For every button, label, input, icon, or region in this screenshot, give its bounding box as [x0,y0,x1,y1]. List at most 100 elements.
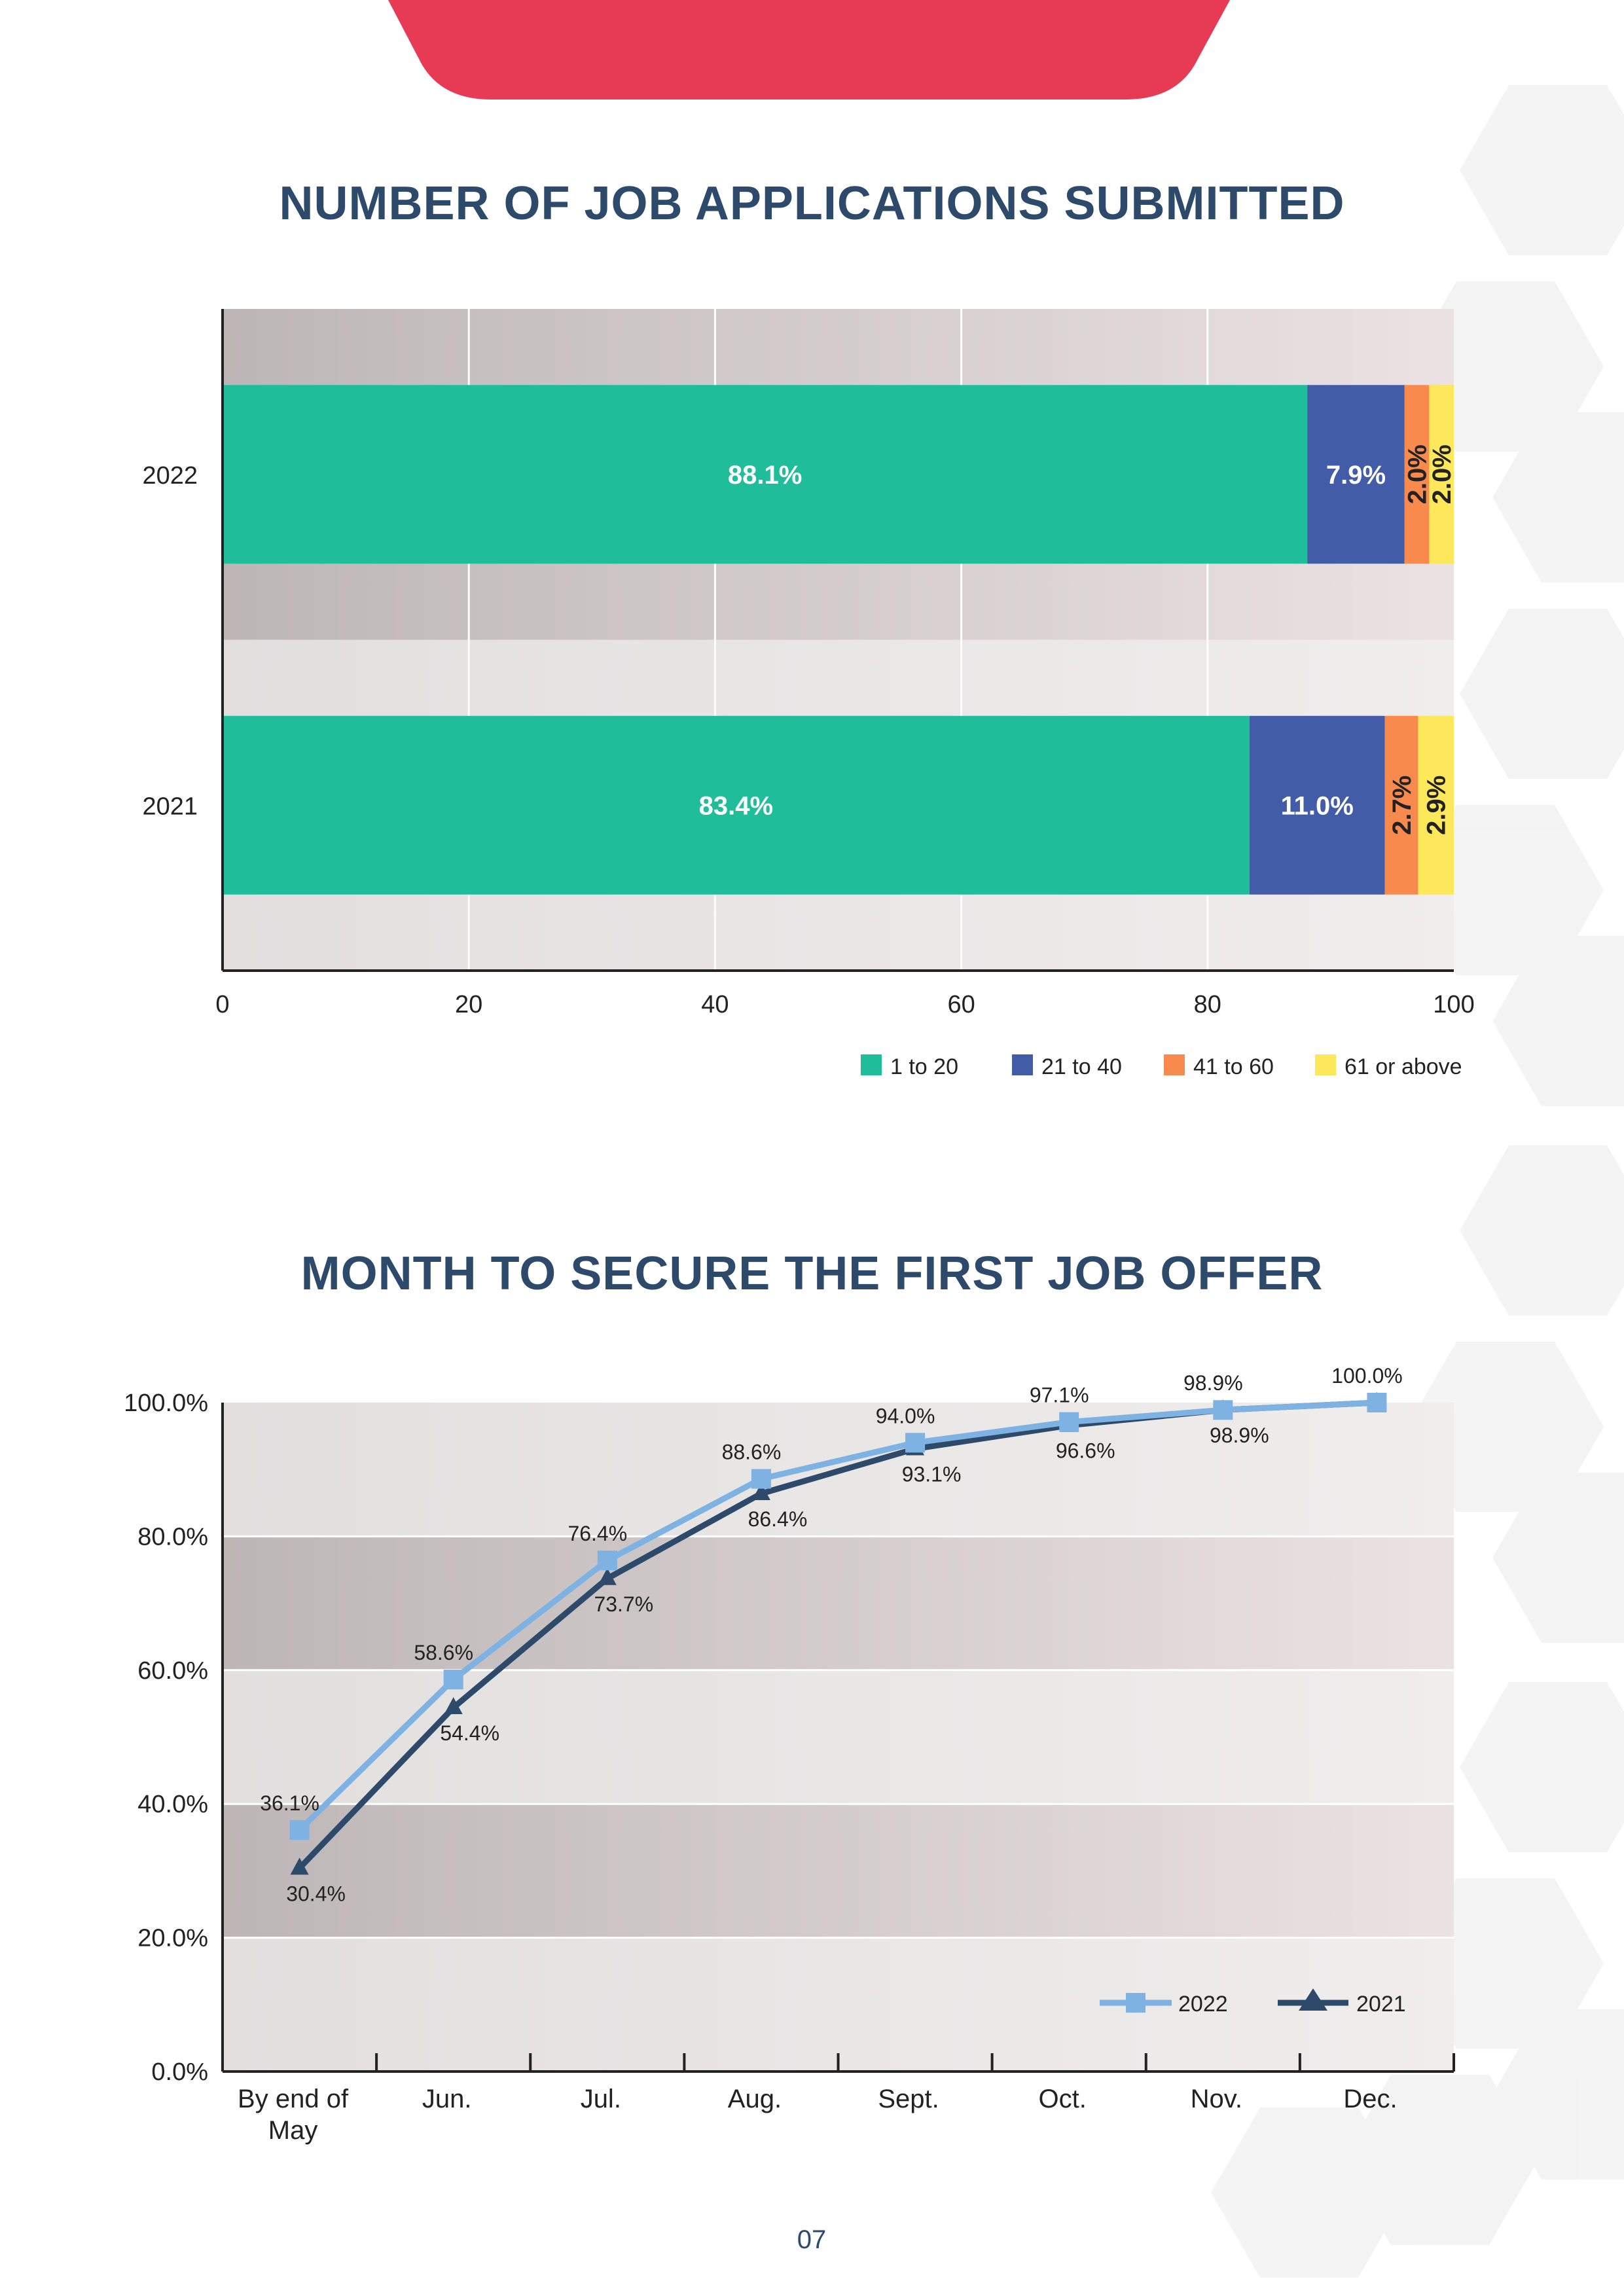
data-point-2021 [444,1697,463,1715]
bar-segment-2021-3 [1418,715,1454,895]
x-axis-tick-label: Sept. [878,2085,939,2113]
bar-segment-2022-2 [1404,385,1430,564]
bar-data-label: 88.1% [728,461,802,490]
data-label-2021: 54.4% [440,1721,499,1745]
bar-data-label: 11.0% [1281,791,1354,820]
data-label-2021: 96.6% [1056,1439,1115,1463]
value-band [223,1804,1454,1938]
data-label-2022: 94.0% [876,1404,935,1427]
hexagon-shape [1342,2075,1538,2245]
x-axis-tick-label: Jul. [581,2085,621,2113]
hexagon-shape [1492,1473,1624,1643]
bar-segment-2022-0 [223,385,1308,564]
x-axis-tick-label: Oct. [1039,2085,1087,2113]
y-axis-tick-label: 60.0% [137,1657,208,1685]
bar-data-label: 2.9% [1422,776,1451,835]
chart-title-job-applications: NUMBER OF JOB APPLICATIONS SUBMITTED [279,177,1345,230]
bar-data-label: 2.0% [1428,444,1456,504]
bar-data-label: 2.0% [1403,444,1432,504]
data-label-2022: 98.9% [1183,1371,1243,1395]
x-axis-tick-label: 80 [1194,991,1221,1018]
hexagon-shape [1407,281,1604,452]
y-axis-tick-label: 80.0% [137,1523,208,1551]
x-axis-tick-label: 60 [947,991,975,1018]
data-label-2021: 30.4% [286,1882,346,1905]
legend-swatch [1315,1054,1336,1075]
value-band [223,1937,1454,2072]
data-point-2022 [1059,1412,1079,1432]
x-axis-tick-label: 20 [455,991,482,1018]
x-axis-tick-label: By end of [238,2085,349,2113]
legend-label: 2022 [1178,1992,1228,2017]
data-label-2021: 73.7% [594,1592,653,1616]
data-label-2022: 97.1% [1030,1384,1089,1407]
data-label-2022: 76.4% [568,1522,627,1545]
x-axis-tick-label: Nov. [1191,2085,1242,2113]
legend-marker-2021 [1299,1988,1327,2011]
data-point-2022 [905,1433,926,1453]
legend-label: 41 to 60 [1193,1054,1274,1079]
x-axis-tick-label: 100 [1433,991,1474,1018]
bar-segment-2022-3 [1429,385,1454,564]
bar-data-label: 83.4% [699,791,773,820]
bar-segment-2021-0 [223,715,1250,895]
bar-data-label: 7.9% [1326,461,1386,490]
chart-title-first-job-offer: MONTH TO SECURE THE FIRST JOB OFFER [300,1247,1324,1300]
y-axis-category-label: 2022 [142,462,198,490]
x-axis-tick-label: 0 [215,991,229,1018]
x-axis-tick-label: 40 [701,991,729,1018]
data-point-2021 [290,1857,309,1875]
bar-segment-2022-1 [1307,385,1405,564]
hexagon-shape [1492,936,1624,1106]
header-red-tab [388,0,1230,99]
data-label-2021: 86.4% [748,1507,808,1531]
data-label-2022: 100.0% [1331,1364,1403,1388]
hexagon-shape [1460,1145,1624,1316]
legend-label: 2021 [1356,1992,1406,2017]
hexagon-pattern-decoration [1211,85,1624,2278]
data-point-2022 [443,1670,463,1690]
data-label-2021: 93.1% [902,1463,962,1486]
data-point-2021 [598,1568,617,1585]
data-point-2022 [1213,1400,1233,1420]
x-axis-tick-label: Dec. [1343,2085,1397,2113]
hexagon-shape [1407,1878,1604,2049]
hexagon-shape [1460,1682,1624,1852]
x-axis-tick-label: Aug. [728,2085,782,2113]
legend-label: 21 to 40 [1041,1054,1122,1079]
page-number: 07 [797,2225,827,2254]
bar-data-label: 2.7% [1388,776,1416,835]
hexagon-shape [1407,1342,1604,1512]
hexagon-shape [1460,85,1624,255]
data-point-2022 [751,1469,771,1489]
data-label-2022: 36.1% [260,1791,319,1815]
legend-swatch [1164,1054,1185,1075]
data-label-2022: 58.6% [414,1641,473,1664]
hexagon-shape [1407,805,1604,975]
legend-label: 61 or above [1344,1054,1462,1079]
y-axis-category-label: 2021 [142,793,198,820]
legend-swatch [861,1054,882,1075]
data-point-2022 [597,1551,617,1571]
y-axis-tick-label: 20.0% [137,1925,208,1952]
hexagon-shape [1492,2009,1624,2179]
bar-segment-2021-2 [1384,715,1418,895]
bar-segment-2021-1 [1249,715,1385,895]
data-point-2022 [289,1820,310,1840]
value-band [223,1670,1454,1804]
data-label-2021: 98.9% [1210,1424,1269,1447]
hexagon-shape [1460,609,1624,779]
x-axis-tick-label: Jun. [422,2085,472,2113]
data-point-2022 [1367,1393,1387,1412]
data-label-2022: 88.6% [722,1441,782,1464]
data-point-2021 [751,1482,770,1500]
legend-marker-2022 [1126,1993,1146,2013]
x-axis-tick-label: May [268,2116,318,2145]
y-axis-tick-label: 0.0% [151,2058,208,2086]
legend-label: 1 to 20 [890,1054,958,1079]
series-line-2022 [297,1399,1377,1833]
value-band [223,1536,1454,1670]
